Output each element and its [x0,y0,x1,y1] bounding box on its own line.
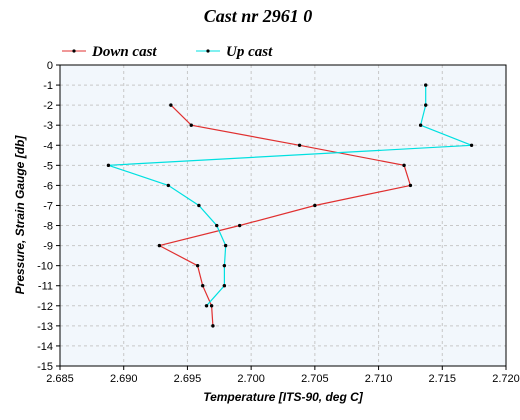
x-tick-label: 2.715 [429,373,457,385]
data-point-down-cast [297,143,302,147]
x-tick-label: 2.695 [174,373,202,385]
series-line-down-cast [157,104,412,326]
data-point-up-cast [204,304,209,308]
data-point-up-cast [424,103,428,107]
data-point-down-cast [402,163,406,168]
data-point-down-cast [209,304,214,308]
y-tick-label: -14 [37,341,53,353]
data-point-down-cast [408,183,413,188]
y-tick-label: -8 [43,221,53,233]
y-tick-label: 0 [47,60,53,72]
x-tick-label: 2.720 [492,373,520,385]
y-tick-label: -5 [43,160,53,172]
data-point-up-cast [223,243,228,248]
x-axis-label: Temperature [ITS-90, deg C] [203,390,364,404]
plot-frame [59,64,507,367]
plot-area [60,65,506,366]
data-point-down-cast [201,284,205,288]
data-point-down-cast [313,203,317,208]
data-point-up-cast [197,203,201,208]
data-point-up-cast [418,123,423,127]
y-axis-label: Pressure, Strain Gauge [db] [13,135,27,295]
y-tick-label: -15 [37,361,53,373]
y-tick-label: -6 [43,180,53,192]
data-point-up-cast [222,284,227,288]
series [106,83,474,328]
grid [60,65,506,366]
axes [59,64,507,367]
legend-marker-down-cast [72,49,76,53]
y-tick-label: -12 [37,301,53,313]
y-tick-label: -9 [43,241,53,253]
legend-label-up-cast: Up cast [226,44,273,60]
data-point-up-cast [215,223,219,228]
y-tick-label: -13 [37,321,53,333]
data-point-up-cast [424,83,428,87]
data-point-down-cast [195,263,200,268]
data-point-down-cast [189,123,193,127]
series-line-up-cast [108,85,472,307]
y-tick-label: -2 [43,100,53,112]
x-tick-label: 2.700 [237,373,265,385]
y-tick-label: -1 [43,80,53,92]
legend-label-down-cast: Down cast [91,44,157,60]
x-tick-label: 2.705 [301,373,329,385]
y-tick-label: -10 [37,261,53,273]
x-tick-label: 2.690 [110,373,138,385]
data-point-up-cast [106,163,111,168]
y-tick-label: -11 [38,281,53,293]
x-tick-label: 2.710 [365,373,393,385]
data-point-up-cast [166,183,171,188]
data-point-down-cast [169,103,173,107]
y-tick-label: -3 [43,120,53,132]
y-tick-label: -7 [43,200,53,212]
data-point-up-cast [469,143,474,147]
data-point-down-cast [237,223,242,228]
data-point-down-cast [211,324,215,328]
legend-marker-up-cast [206,49,210,53]
y-tick-label: -4 [43,140,53,152]
y-axis-ticks: 0 -1 -2 -3 -4 -5 -6 -7 -8 -9 -10 -11 -12 -13 -14 -15 [37,60,60,373]
data-point-up-cast [222,263,227,268]
x-axis-ticks: 2.685 2.690 2.695 2.700 2.705 2.710 2.715 2.720 [46,366,520,385]
data-point-down-cast [157,243,162,248]
x-tick-label: 2.685 [46,373,74,385]
chart-title: Cast nr 2961 0 [204,6,313,26]
legend: Down cast Up cast [62,44,273,60]
